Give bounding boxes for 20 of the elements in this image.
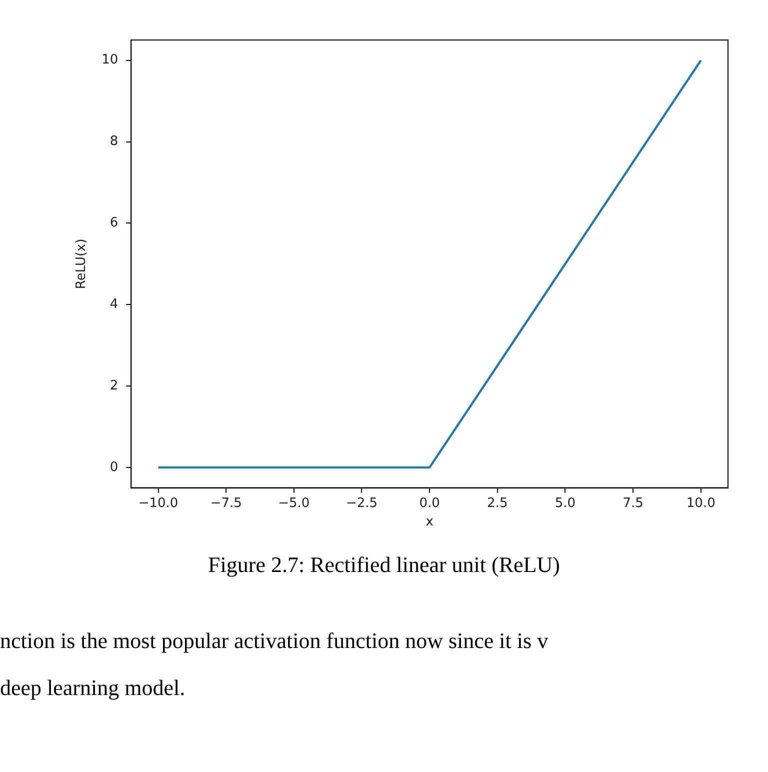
x-axis-title: x	[426, 514, 434, 530]
text: nction is the most popular activation function now since it is v	[0, 628, 548, 654]
y-tick-label: 10	[102, 52, 118, 68]
x-tick-label: 2.5	[487, 496, 508, 511]
x-tick-label: 7.5	[622, 496, 644, 511]
x-tick-label: −2.5	[346, 496, 378, 511]
x-tick-label: 0.0	[419, 496, 440, 511]
x-tick-label: −10.0	[138, 496, 178, 511]
x-tick-label: 10.0	[686, 496, 716, 511]
y-axis-title: ReLU(x)	[74, 238, 90, 290]
y-tick-label: 8	[110, 134, 118, 150]
y-tick-label: 4	[110, 296, 118, 312]
y-tick-label: 6	[110, 216, 118, 231]
caption: Figure 2.7: Rectified linear unit (ReLU)	[207, 552, 561, 578]
y-tick-label: 2	[110, 378, 118, 394]
x-tick-label: −5.0	[278, 496, 310, 511]
y-tick-label: 0	[110, 460, 118, 475]
x-tick-label: −7.5	[210, 496, 242, 511]
text: deep learning model.	[0, 675, 186, 701]
x-tick-label: 5.0	[554, 496, 576, 511]
